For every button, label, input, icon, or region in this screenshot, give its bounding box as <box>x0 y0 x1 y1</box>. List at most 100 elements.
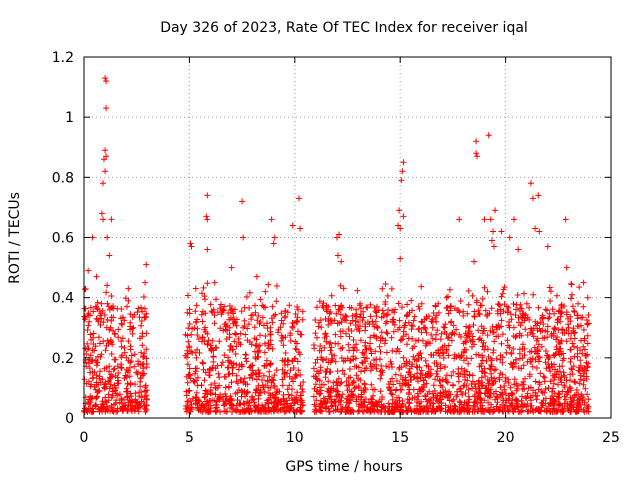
data-point <box>434 363 441 370</box>
data-point <box>209 309 216 316</box>
data-point <box>271 382 278 389</box>
data-point <box>240 234 247 241</box>
data-point <box>244 398 251 405</box>
data-point <box>228 360 235 367</box>
data-point <box>357 337 364 344</box>
data-point <box>87 304 94 311</box>
data-point <box>465 393 472 400</box>
data-point <box>325 393 332 400</box>
data-point <box>373 313 380 320</box>
data-point <box>184 292 191 299</box>
data-point <box>271 372 278 379</box>
data-point <box>500 408 507 415</box>
data-point <box>384 292 391 299</box>
data-point <box>98 351 105 358</box>
data-point <box>186 387 193 394</box>
data-point <box>510 333 517 339</box>
data-point <box>118 364 124 371</box>
data-point <box>555 390 562 397</box>
data-point <box>367 340 373 347</box>
data-point <box>403 407 410 414</box>
data-point <box>312 360 319 366</box>
data-point <box>101 312 108 318</box>
data-point <box>461 367 468 374</box>
data-point <box>581 402 588 408</box>
data-point <box>404 382 411 389</box>
x-tick-label: 0 <box>80 430 89 446</box>
data-point <box>106 252 113 259</box>
data-point <box>391 408 398 415</box>
data-point <box>337 380 344 387</box>
data-point <box>93 372 100 379</box>
data-point <box>327 339 334 346</box>
data-point <box>100 319 107 326</box>
data-point <box>137 383 144 390</box>
data-point <box>475 327 482 334</box>
data-point <box>409 335 416 342</box>
data-point <box>532 225 539 232</box>
data-point <box>358 368 364 375</box>
data-point <box>314 334 320 341</box>
data-point <box>577 372 584 379</box>
data-point <box>448 331 455 338</box>
data-point <box>350 353 357 360</box>
data-point <box>110 327 116 334</box>
data-point <box>465 287 472 294</box>
data-point <box>368 381 375 388</box>
data-point <box>230 320 237 327</box>
y-tick-label: 1.2 <box>52 50 74 66</box>
data-point <box>511 376 518 383</box>
data-point <box>131 363 138 370</box>
grid-lines <box>84 57 611 418</box>
data-point <box>358 305 364 312</box>
data-point <box>551 325 558 332</box>
data-point <box>108 351 115 357</box>
data-point <box>251 335 258 342</box>
data-point <box>196 350 203 356</box>
data-point <box>254 387 261 394</box>
data-point <box>332 358 339 365</box>
data-point <box>138 304 145 311</box>
data-point <box>354 287 361 294</box>
data-point <box>209 337 216 344</box>
data-point <box>405 381 412 388</box>
data-point <box>351 344 358 351</box>
data-point <box>271 234 278 241</box>
data-point <box>533 396 540 403</box>
data-point <box>97 322 104 328</box>
data-point <box>567 359 574 365</box>
data-point <box>327 387 334 394</box>
data-point <box>104 300 111 307</box>
data-point <box>581 365 588 372</box>
data-point <box>567 385 574 392</box>
data-point <box>238 393 245 400</box>
data-point <box>311 385 318 392</box>
data-point <box>529 355 536 362</box>
data-point <box>396 364 403 371</box>
data-point <box>252 354 259 360</box>
data-point <box>418 318 425 325</box>
data-point <box>259 314 266 321</box>
data-point <box>238 376 244 383</box>
data-point <box>225 310 232 316</box>
data-point <box>523 404 530 410</box>
data-point <box>138 389 145 395</box>
data-point <box>289 323 296 330</box>
data-point <box>545 315 552 322</box>
data-point <box>488 374 495 381</box>
data-point <box>317 400 324 407</box>
data-point <box>409 345 416 352</box>
data-point <box>513 400 520 407</box>
data-point <box>84 346 91 353</box>
data-point <box>418 329 425 336</box>
data-point <box>522 326 529 333</box>
data-point <box>123 385 130 392</box>
data-point <box>318 324 325 331</box>
data-point <box>363 346 370 353</box>
data-point <box>557 345 564 352</box>
data-point <box>300 379 307 385</box>
data-point <box>528 402 535 409</box>
data-point <box>399 402 406 409</box>
data-point <box>476 385 483 392</box>
data-point <box>422 325 429 332</box>
